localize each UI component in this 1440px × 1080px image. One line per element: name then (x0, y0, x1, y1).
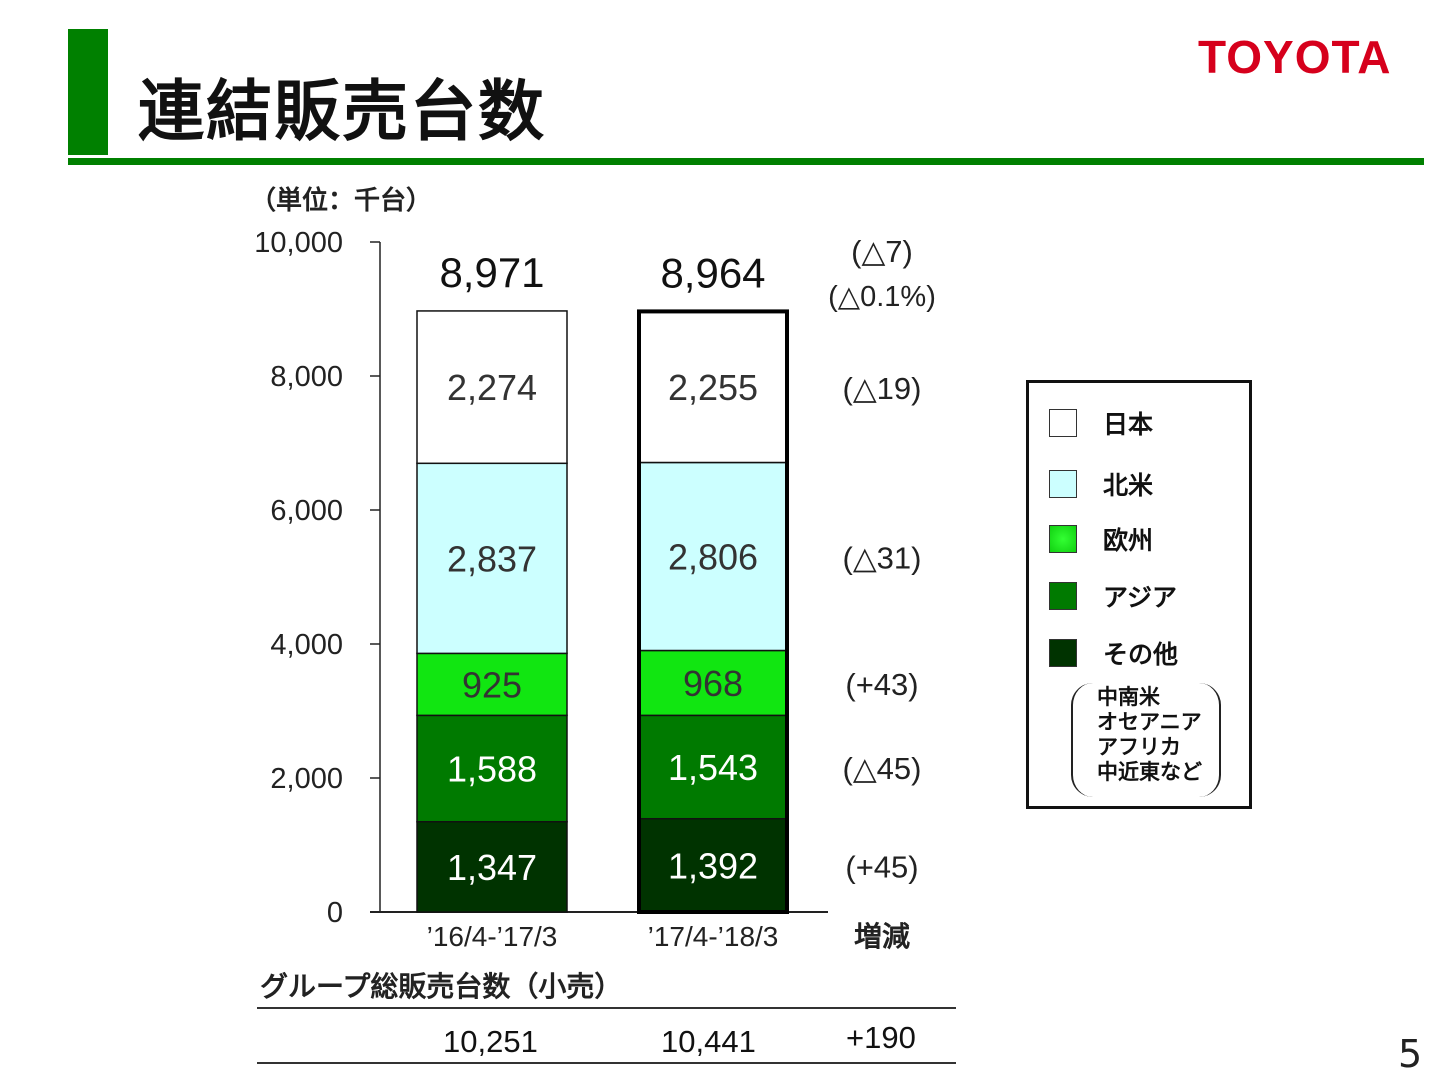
legend-item-other: その他 (1049, 635, 1178, 671)
legend-swatch (1049, 582, 1077, 610)
bar-segment (638, 714, 788, 820)
segment-label: 2,255 (668, 367, 758, 408)
legend-swatch (1049, 409, 1077, 437)
table-rule-top (257, 1007, 956, 1009)
bar-segment (638, 461, 788, 652)
change-label: (△31) (843, 540, 922, 575)
segment-label: 2,806 (668, 536, 758, 577)
toyota-logo: TOYOTA (1198, 31, 1392, 83)
legend-label: アジア (1103, 583, 1178, 612)
change-label: (+45) (845, 849, 918, 884)
change-label: (△45) (843, 751, 922, 786)
segment-label: 968 (683, 663, 743, 704)
legend-label: 北米 (1103, 471, 1154, 500)
bar-highlight-outline (637, 309, 789, 914)
legend-item-asia: アジア (1049, 578, 1177, 614)
x-tick-label: ’16/4-’17/3 (427, 921, 558, 952)
legend-item-north-america: 北米 (1049, 466, 1153, 502)
x-tick-label: ’17/4-’18/3 (648, 921, 779, 952)
legend-swatch (1049, 639, 1077, 667)
change-label: (+43) (845, 667, 918, 702)
y-tick-label: 4,000 (270, 629, 343, 661)
segment-label: 2,837 (447, 538, 537, 579)
change-label: (△19) (843, 371, 922, 406)
title-divider (68, 158, 1424, 165)
legend-swatch (1049, 470, 1077, 498)
total-change-label: (△7) (851, 234, 913, 269)
unit-label: （単位：千台） (250, 186, 433, 216)
table-rule-bottom (257, 1062, 956, 1064)
legend-item-europe: 欧州 (1049, 521, 1153, 557)
y-tick-label: 6,000 (270, 495, 343, 527)
y-tick-label: 2,000 (270, 763, 343, 795)
bar-segment (416, 652, 568, 717)
group-value-fy2017: 10,251 (443, 1024, 538, 1059)
bar-segment (416, 462, 568, 655)
y-tick-label: 10,000 (254, 227, 343, 259)
segment-label: 1,392 (668, 845, 758, 886)
segment-label: 925 (462, 664, 522, 705)
legend-note: 中南米 オセアニア アフリカ 中近東など (1071, 683, 1221, 797)
legend-note-line: アフリカ (1097, 735, 1181, 759)
page-number: 5 (1398, 1032, 1423, 1076)
legend-swatch (1049, 525, 1077, 553)
group-sales-title: グループ総販売台数（小売） (260, 970, 623, 1003)
bar-segment (416, 714, 568, 823)
legend-label: 日本 (1103, 410, 1154, 439)
legend-label: 欧州 (1103, 526, 1154, 555)
group-value-fy2018: 10,441 (661, 1024, 756, 1059)
segment-label: 1,347 (447, 847, 537, 888)
legend-note-line: 中南米 (1097, 685, 1160, 709)
segment-label: 1,588 (447, 749, 537, 790)
group-change: +190 (846, 1020, 916, 1055)
legend-item-japan: 日本 (1049, 405, 1153, 441)
total-change-pct-label: (△0.1%) (828, 281, 936, 313)
legend: 日本 北米 欧州 アジア その他 中南米 オセアニア アフリカ 中近東など (1026, 380, 1252, 809)
total-label: 8,971 (439, 249, 544, 296)
y-tick-label: 0 (327, 897, 343, 929)
title-accent-bar (68, 29, 108, 155)
page-title: 連結販売台数 (138, 73, 546, 150)
segment-label: 2,274 (447, 367, 537, 408)
bar-segment (416, 310, 568, 465)
legend-note-line: 中近東など (1097, 760, 1202, 784)
segment-label: 1,543 (668, 747, 758, 788)
change-header: 増減 (854, 920, 910, 953)
y-tick-label: 8,000 (270, 361, 343, 393)
legend-note-line: オセアニア (1097, 710, 1202, 734)
total-label: 8,964 (660, 249, 765, 296)
legend-label: その他 (1103, 640, 1179, 669)
bar-segment (638, 649, 788, 717)
